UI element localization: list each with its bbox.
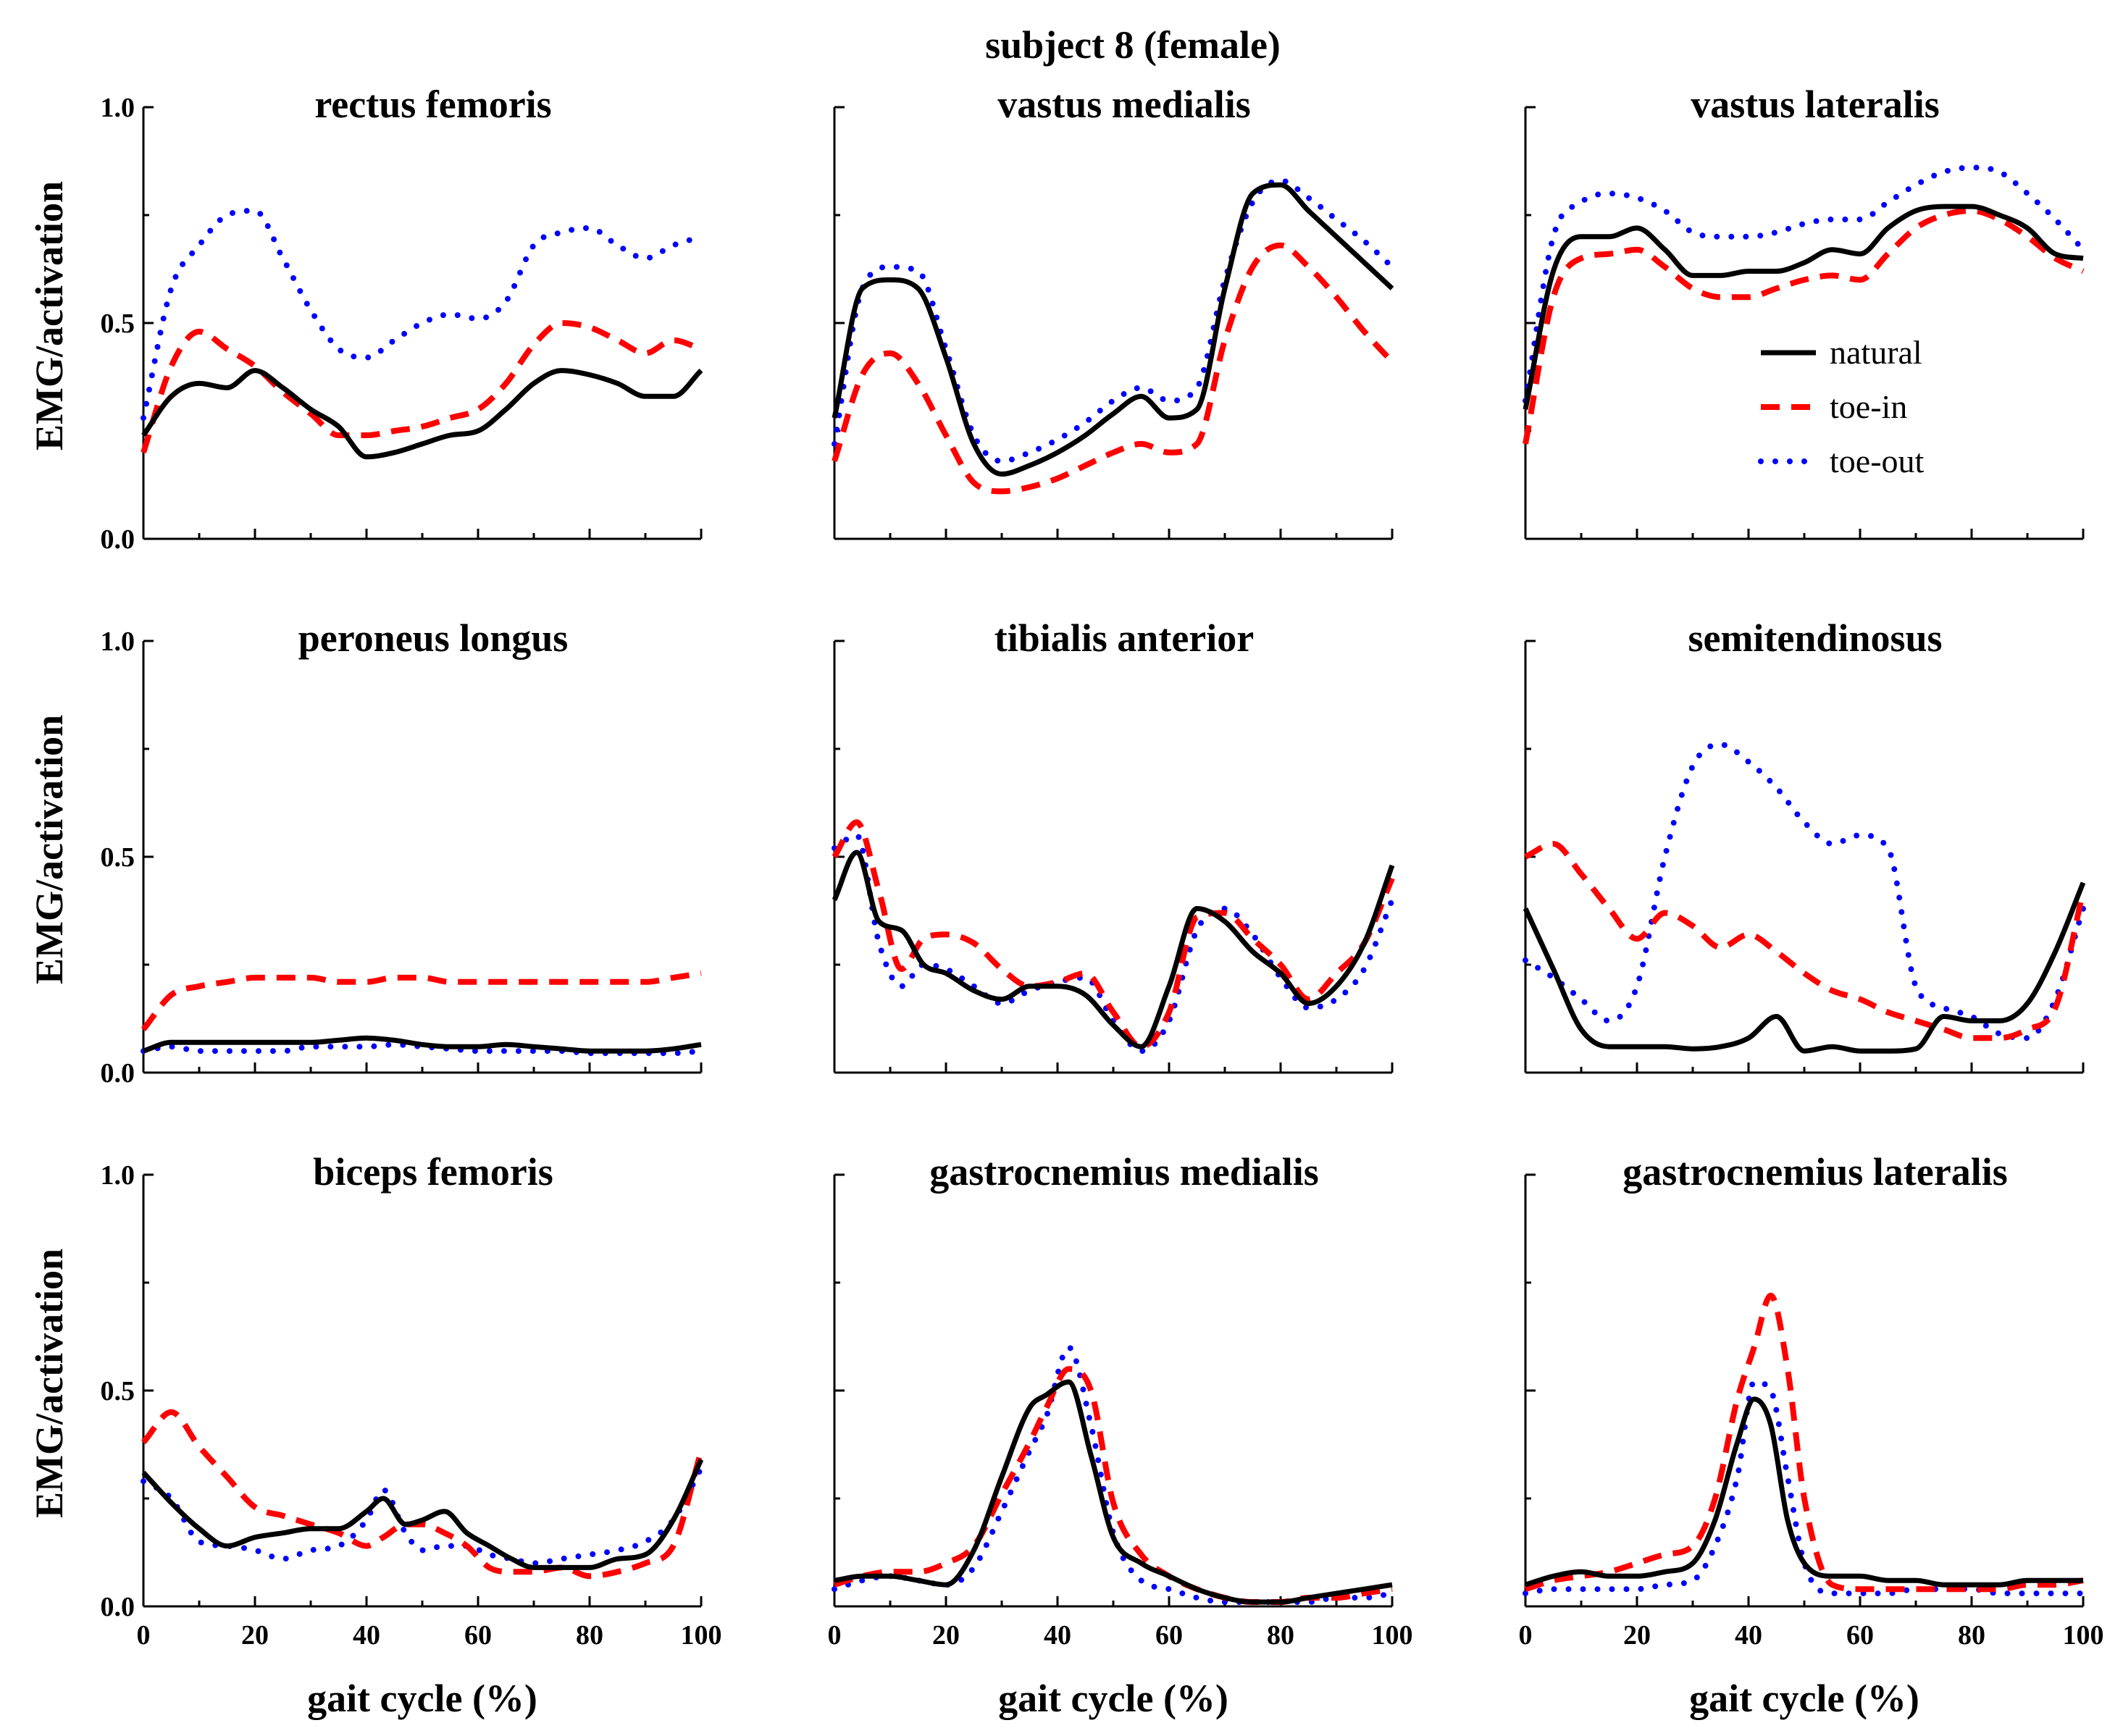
y-tick-label: 0.5 <box>101 842 135 873</box>
x-tick-label: 20 <box>1623 1620 1651 1651</box>
series-line-toe-out <box>832 177 1395 464</box>
x-tick-label: 60 <box>1155 1620 1183 1651</box>
series-line-toe-out <box>141 207 704 422</box>
series-line-toe-out <box>832 832 1395 1054</box>
panel-peroneus-longus: 0.0 0.5 1.0 peroneus longus EMG/activation <box>28 616 704 1089</box>
x-tick-label: 60 <box>464 1620 492 1651</box>
series-line-toe-in <box>141 970 702 1031</box>
x-tick-label: 20 <box>241 1620 269 1651</box>
series-line-toe-in <box>833 1366 1393 1605</box>
x-tick-label: 80 <box>1958 1620 1985 1651</box>
x-tick-label: 0 <box>828 1620 842 1651</box>
panel-title: vastus lateralis <box>1691 83 1940 126</box>
series-line-toe-out <box>1523 164 2086 404</box>
panel-vastus-lateralis: vastus lateralis <box>1523 83 2086 540</box>
y-tick-label: 0.5 <box>101 1376 135 1406</box>
panel-gastrocnemius-medialis: 0 20 40 60 80 100 gastrocnemius medialis gait c… <box>828 1150 1413 1720</box>
series-line-natural <box>1523 204 2084 410</box>
series-line-toe-out <box>832 1344 1395 1605</box>
figure-title: subject 8 (female) <box>985 23 1281 67</box>
y-tick-label: 0.0 <box>101 1592 135 1622</box>
x-axis-label: gait cycle (%) <box>998 1677 1228 1720</box>
x-tick-label: 0 <box>137 1620 151 1651</box>
panel-title: biceps femoris <box>313 1150 553 1194</box>
series-line-toe-in <box>141 319 703 454</box>
series-line-natural <box>1523 881 2086 1054</box>
y-tick-label: 1.0 <box>101 1160 135 1191</box>
panel-title: gastrocnemius medialis <box>929 1150 1319 1194</box>
x-tick-label: 40 <box>353 1620 380 1651</box>
series-line-toe-in <box>1523 207 2085 445</box>
panel-title: gastrocnemius lateralis <box>1622 1150 2007 1194</box>
x-axis-label: gait cycle (%) <box>307 1677 537 1720</box>
series-line-natural <box>141 368 703 460</box>
panel-tibialis-anterior: tibialis anterior <box>832 616 1395 1074</box>
y-tick-label: 1.0 <box>101 93 135 123</box>
x-tick-label: 60 <box>1846 1620 1874 1651</box>
panel-vastus-medialis: vastus medialis <box>832 83 1395 540</box>
x-tick-label: 40 <box>1044 1620 1071 1651</box>
panel-gastrocnemius-lateralis: 0 20 40 60 80 100 gastrocnemius lateralis gait … <box>1519 1150 2104 1720</box>
y-axis-label: EMG/activation <box>28 1249 71 1518</box>
panel-title: rectus femoris <box>314 83 551 126</box>
x-tick-label: 100 <box>1372 1620 1413 1651</box>
series-line-natural <box>141 1458 704 1570</box>
y-tick-label: 1.0 <box>101 626 135 657</box>
legend: natural toe-in toe-out <box>1758 334 1925 479</box>
panel-title: vastus medialis <box>997 83 1251 126</box>
y-axis-label: EMG/activation <box>28 181 71 450</box>
series-line-natural <box>832 850 1395 1049</box>
y-tick-label: 0.0 <box>101 1058 135 1089</box>
x-tick-label: 100 <box>2063 1620 2104 1651</box>
legend-label-toe-in: toe-in <box>1830 388 1907 425</box>
series-line-toe-in <box>141 1409 704 1580</box>
series-line-natural <box>832 182 1394 477</box>
series-line-natural <box>1524 1396 2083 1588</box>
panel-rectus-femoris: 0.0 0.5 1.0 rectus femoris EMG/activation <box>28 83 704 555</box>
legend-label-natural: natural <box>1830 334 1922 371</box>
legend-label-toe-out: toe-out <box>1830 443 1925 479</box>
series-line-toe-out <box>141 1465 704 1567</box>
series-line-toe-in <box>832 242 1394 495</box>
panel-biceps-femoris: 0.0 0.5 1.0 0 20 40 60 80 100 biceps femoris EMG/a… <box>28 1150 722 1720</box>
series-line-toe-in <box>1524 1292 2084 1593</box>
panel-title: peroneus longus <box>298 616 569 660</box>
panel-title: tibialis anterior <box>994 616 1254 660</box>
series-line-toe-out <box>1523 741 2086 1041</box>
series-line-natural <box>834 1379 1393 1605</box>
panel-grid: 0.0 0.5 1.0 rectus femoris EMG/activation vas… <box>28 83 2104 1720</box>
x-tick-label: 20 <box>932 1620 960 1651</box>
y-tick-label: 0.5 <box>101 309 135 339</box>
x-tick-label: 0 <box>1519 1620 1533 1651</box>
series-line-toe-in <box>1524 841 2086 1041</box>
x-tick-label: 100 <box>681 1620 722 1651</box>
x-tick-label: 40 <box>1735 1620 1762 1651</box>
x-axis-label: gait cycle (%) <box>1689 1677 1919 1720</box>
x-tick-label: 80 <box>576 1620 603 1651</box>
panel-semitendinosus: semitendinosus <box>1523 616 2086 1074</box>
y-tick-label: 0.0 <box>101 524 135 555</box>
series-line-natural <box>142 1035 702 1054</box>
series-line-toe-in <box>832 819 1395 1050</box>
y-axis-label: EMG/activation <box>28 715 71 984</box>
x-tick-label: 80 <box>1267 1620 1294 1651</box>
panel-title: semitendinosus <box>1688 616 1942 660</box>
